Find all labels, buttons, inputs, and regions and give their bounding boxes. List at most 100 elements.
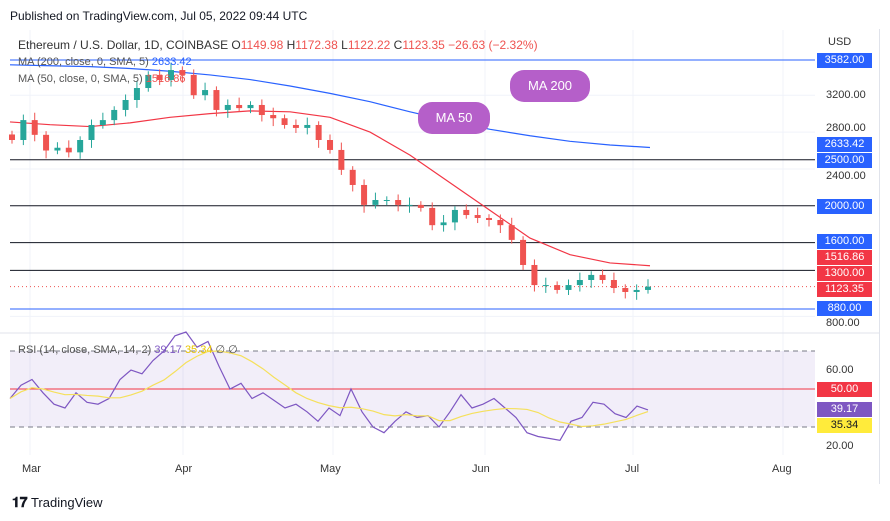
candle-body (349, 169, 356, 185)
candle-body (497, 220, 504, 226)
ma50-legend-label: MA (50, close, 0, SMA, 5) (18, 73, 143, 85)
candle-body (65, 147, 72, 153)
candle-body (292, 124, 299, 128)
candle-body (383, 200, 390, 201)
ma50-legend-value: 1516.86 (145, 73, 186, 85)
price-label: 880.00 (817, 301, 872, 316)
price-label: 1300.00 (817, 266, 872, 281)
rsi-legend[interactable]: RSI (14, close, SMA, 14, 2) 39.17 35.34 … (18, 343, 238, 356)
ma200-line (9, 64, 651, 149)
candle-body (327, 140, 333, 150)
candle-body (508, 225, 515, 240)
candle-body (145, 74, 152, 89)
candle-body (576, 280, 583, 286)
ma200-legend-label: MA (200, close, 0, SMA, 5) (18, 56, 149, 68)
candle-body (20, 120, 27, 140)
candle-body (520, 239, 527, 265)
candle-body (156, 74, 163, 80)
candle-body (338, 149, 345, 170)
low-label: L (341, 38, 348, 52)
price-label: 1123.35 (817, 282, 872, 297)
candle-body (633, 289, 640, 292)
tradingview-logo-icon: 𝟏𝟕 (12, 494, 28, 510)
ma200-legend-value: 2633.42 (151, 56, 192, 68)
candle-body (406, 204, 413, 206)
candle-body (77, 140, 84, 153)
brand-name: TradingView (30, 495, 103, 510)
candle-body (395, 200, 402, 205)
candle-body (236, 104, 243, 109)
candle-body (9, 134, 15, 140)
candle-body (645, 286, 651, 290)
candle-body (247, 104, 254, 109)
price-label: 3582.00 (817, 53, 872, 68)
rsi-label: 35.34 (817, 418, 872, 433)
open-value: 1149.98 (240, 38, 284, 52)
rsi-legend-extra: ∅ ∅ (215, 344, 238, 356)
candle-body (372, 200, 379, 205)
candle-body (224, 104, 231, 110)
candle-body (542, 285, 549, 287)
rsi-sma-line (9, 350, 649, 428)
candle-body (463, 209, 470, 216)
price-label: 1600.00 (817, 234, 872, 249)
candle-body (315, 124, 322, 140)
candle-body (417, 204, 424, 208)
rsi-sma-legend-value: 35.34 (184, 344, 213, 356)
ma200-legend[interactable]: MA (200, close, 0, SMA, 5) 2633.42 (18, 56, 192, 68)
candle-body (168, 70, 174, 80)
high-value: 1172.38 (295, 38, 338, 52)
candle-body (179, 70, 186, 75)
ma200-callout: MA 200 (510, 70, 590, 102)
price-label: 2000.00 (817, 199, 872, 214)
candle-body (213, 90, 220, 110)
ma50-line (9, 110, 651, 267)
candle-body (122, 100, 129, 110)
candle-body (88, 124, 95, 140)
open-label: O (231, 38, 241, 52)
candle-body (43, 134, 50, 151)
candle-body (361, 184, 368, 205)
candle-body (133, 88, 140, 100)
x-axis-label: Jun (472, 463, 490, 475)
close-value: 1123.35 (402, 38, 445, 52)
close-label: C (393, 38, 403, 52)
rsi-label: 39.17 (817, 402, 872, 417)
candle-body (486, 217, 492, 220)
price-tick: 2400.00 (826, 170, 866, 182)
candle-body (451, 209, 458, 223)
x-axis-label: Jul (625, 463, 639, 475)
candle-body (304, 124, 311, 128)
symbol-name: Ethereum / U.S. Dollar, 1D, COINBASE (18, 38, 229, 52)
price-tick: 2800.00 (826, 122, 866, 134)
candle-body (54, 147, 61, 151)
candle-body (474, 215, 481, 218)
price-tick: 3200.00 (826, 89, 866, 101)
candle-body (270, 115, 277, 119)
candle-body (565, 285, 572, 290)
candle-body (190, 74, 197, 96)
candle-body (281, 118, 288, 125)
x-axis-label: May (320, 463, 341, 475)
rsi-tick: 20.00 (826, 440, 854, 452)
rsi-legend-label: RSI (14, close, SMA, 14, 2) (18, 344, 152, 356)
ma50-legend[interactable]: MA (50, close, 0, SMA, 5) 1516.86 (18, 73, 186, 85)
candle-body (531, 264, 538, 286)
candle-body (610, 280, 617, 289)
candle-body (202, 90, 209, 96)
candle-body (588, 274, 595, 280)
candle-body (111, 109, 118, 121)
rsi-legend-value: 39.17 (154, 344, 182, 356)
published-caption: Published on TradingView.com, Jul 05, 20… (10, 9, 308, 23)
candle-body (440, 222, 447, 226)
chart-frame (0, 29, 880, 484)
candle-body (258, 104, 265, 116)
candle-body (31, 120, 38, 135)
x-axis-label: Mar (22, 463, 41, 475)
change-value: −26.63 (−2.32%) (448, 38, 538, 52)
price-label: 2633.42 (817, 137, 872, 152)
tradingview-logo[interactable]: 𝟏𝟕 TradingView (12, 494, 103, 511)
rsi-label: 50.00 (817, 382, 872, 397)
candle-body (622, 288, 629, 292)
